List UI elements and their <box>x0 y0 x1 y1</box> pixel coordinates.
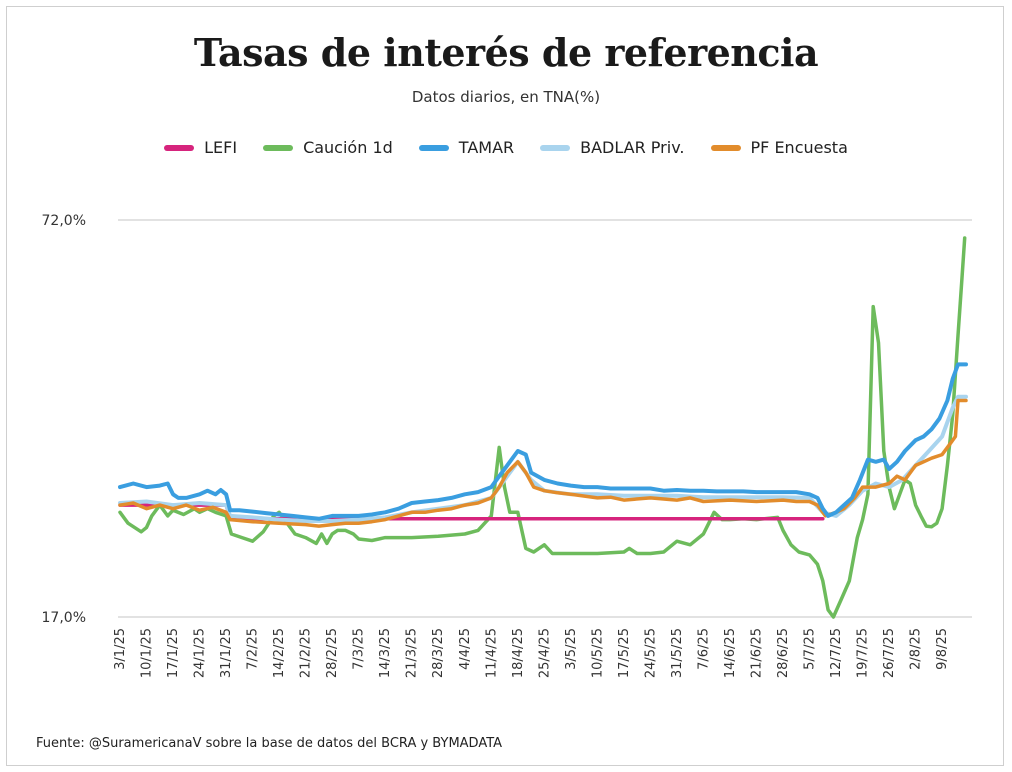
x-tick-label: 24/5/25 <box>643 628 658 678</box>
x-tick-label: 14/2/25 <box>272 628 287 678</box>
y-tick-label: 17,0% <box>42 610 86 626</box>
x-tick-label: 10/5/25 <box>590 628 605 678</box>
legend-label-pf-encuesta: PF Encuesta <box>750 138 848 157</box>
legend-item-caucion: Caución 1d <box>263 138 393 157</box>
chart-title: Tasas de interés de referencia <box>193 30 819 75</box>
x-tick-label: 9/8/25 <box>935 628 950 670</box>
x-tick-label: 21/6/25 <box>749 628 764 678</box>
x-tick-label: 3/5/25 <box>564 628 579 670</box>
legend-item-badlar: BADLAR Priv. <box>540 138 685 157</box>
legend-label-tamar: TAMAR <box>458 138 515 157</box>
legend-swatch-lefi <box>164 144 195 151</box>
x-tick-label: 28/6/25 <box>776 628 791 678</box>
legend-swatch-badlar <box>540 144 571 151</box>
x-tick-label: 31/5/25 <box>670 628 685 678</box>
chart-frame <box>6 6 1004 766</box>
x-tick-label: 17/1/25 <box>166 628 181 678</box>
x-tick-label: 14/3/25 <box>378 628 393 678</box>
x-tick-label: 17/5/25 <box>617 628 632 678</box>
legend-swatch-tamar <box>418 144 449 151</box>
series-line-caucion-1d <box>118 236 967 619</box>
x-tick-label: 19/7/25 <box>856 628 871 678</box>
x-tick-label: 28/3/25 <box>431 628 446 678</box>
x-tick-label: 21/2/25 <box>299 628 314 678</box>
legend-item-lefi: LEFI <box>164 138 237 157</box>
x-tick-label: 11/4/25 <box>484 628 499 678</box>
x-tick-label: 28/2/25 <box>325 628 340 678</box>
x-tick-label: 4/4/25 <box>458 628 473 670</box>
legend-item-pf-encuesta: PF Encuesta <box>710 138 848 157</box>
x-tick-label: 14/6/25 <box>723 628 738 678</box>
legend-label-badlar: BADLAR Priv. <box>580 138 685 157</box>
x-tick-label: 18/4/25 <box>511 628 526 678</box>
x-tick-label: 10/1/25 <box>140 628 155 678</box>
x-tick-label: 31/1/25 <box>219 628 234 678</box>
series-line-pf-encuesta <box>118 398 968 528</box>
y-tick-label: 72,0% <box>42 213 86 229</box>
x-tick-label: 7/3/25 <box>352 628 367 670</box>
x-tick-label: 26/7/25 <box>882 628 897 678</box>
x-tick-label: 21/3/25 <box>405 628 420 678</box>
x-tick-label: 7/2/25 <box>246 628 261 670</box>
legend-swatch-pf-encuesta <box>710 144 741 151</box>
series-line-tamar <box>118 362 968 521</box>
legend-item-tamar: TAMAR <box>418 138 515 157</box>
legend-label-caucion: Caución 1d <box>303 138 393 157</box>
x-tick-label: 7/6/25 <box>696 628 711 670</box>
legend-label-lefi: LEFI <box>204 138 238 157</box>
legend-swatch-caucion <box>263 144 294 151</box>
chart-legend: LEFI Caución 1d TAMAR BADLAR Priv. PF En… <box>0 138 1012 157</box>
x-tick-label: 3/1/25 <box>113 628 128 670</box>
x-tick-label: 5/7/25 <box>803 628 818 670</box>
x-tick-label: 2/8/25 <box>909 628 924 670</box>
x-tick-label: 12/7/25 <box>829 628 844 678</box>
source-note: Fuente: @SuramericanaV sobre la base de … <box>36 736 503 751</box>
chart-subtitle: Datos diarios, en TNA(%) <box>411 88 601 106</box>
series-line-badlar-priv <box>118 394 968 523</box>
x-tick-label: 25/4/25 <box>537 628 552 678</box>
x-tick-label: 24/1/25 <box>193 628 208 678</box>
